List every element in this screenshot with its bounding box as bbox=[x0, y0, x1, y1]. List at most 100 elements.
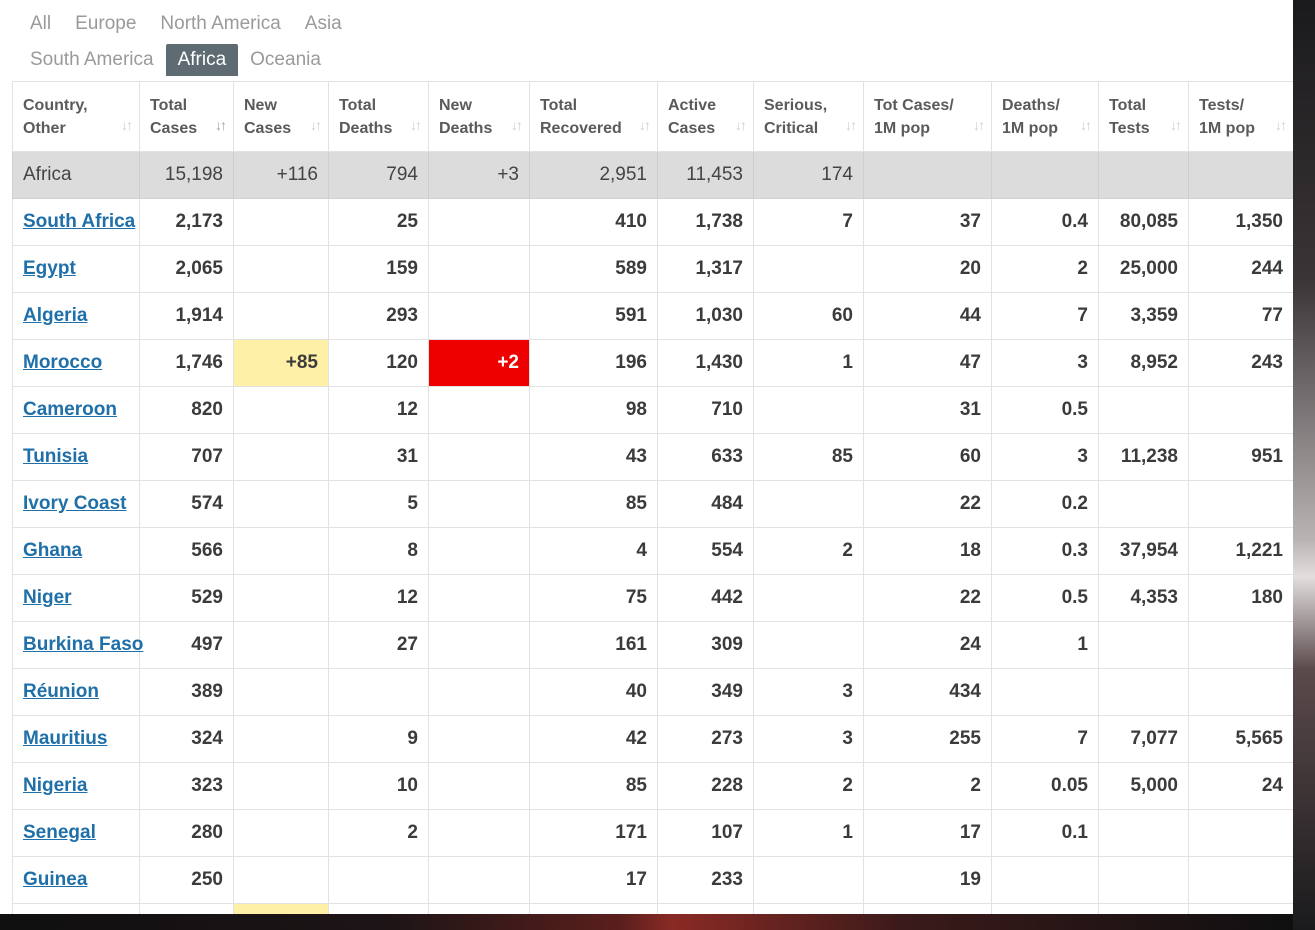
country-link[interactable]: Niger bbox=[23, 587, 72, 608]
country-link[interactable]: Ghana bbox=[23, 540, 83, 561]
sort-arrows-icon[interactable]: ↓↑ bbox=[410, 117, 422, 133]
sort-arrows-icon[interactable]: ↓↑ bbox=[215, 117, 227, 133]
sort-arrows-icon[interactable]: ↓↑ bbox=[639, 117, 651, 133]
column-header-country-other[interactable]: Country, Other ↓↑ bbox=[12, 81, 140, 152]
empty-cell bbox=[1098, 903, 1189, 914]
value-cell-total-tests bbox=[1098, 151, 1189, 199]
column-header-line-1: New bbox=[244, 96, 277, 114]
tab-north-america[interactable]: North America bbox=[160, 13, 281, 34]
country-link[interactable]: Nigeria bbox=[23, 775, 88, 796]
value-cell-tot-cases-1m-pop: 24 bbox=[863, 621, 992, 669]
value-cell-active-cases: 633 bbox=[657, 433, 754, 481]
country-link[interactable]: Ivory Coast bbox=[23, 493, 127, 514]
column-header-tot-cases-1m-pop[interactable]: Tot Cases/1M pop ↓↑ bbox=[863, 81, 992, 152]
column-header-tests-1m-pop[interactable]: Tests/1M pop ↓↑ bbox=[1188, 81, 1293, 152]
column-header-active-cases[interactable]: Active Cases ↓↑ bbox=[657, 81, 754, 152]
value-cell-total-cases: 389 bbox=[139, 668, 234, 716]
country-link[interactable]: Egypt bbox=[23, 258, 76, 279]
country-link[interactable]: Mauritius bbox=[23, 728, 108, 749]
sort-arrows-icon[interactable]: ↓↑ bbox=[511, 117, 523, 133]
country-link[interactable]: Morocco bbox=[23, 352, 103, 373]
column-header-serious-critical[interactable]: Serious, Critical ↓↑ bbox=[753, 81, 864, 152]
column-header-new-deaths[interactable]: New Deaths ↓↑ bbox=[428, 81, 530, 152]
column-header-line-1: Country, bbox=[23, 96, 88, 114]
value-cell-active-cases: 484 bbox=[657, 480, 754, 528]
column-header-label: Tests/1M pop bbox=[1199, 94, 1283, 140]
value-cell-tests-1m-pop: 951 bbox=[1188, 433, 1293, 481]
country-link[interactable]: Tunisia bbox=[23, 446, 89, 467]
value-cell-new-deaths bbox=[428, 809, 530, 857]
tab-asia[interactable]: Asia bbox=[304, 13, 342, 34]
column-header-total-tests[interactable]: Total Tests ↓↑ bbox=[1098, 81, 1189, 152]
table-row: South Africa 2,173 25 410 1,738 7 37 0.4 80,085 1… bbox=[12, 198, 1293, 246]
value-cell-new-deaths bbox=[428, 762, 530, 810]
tab-africa[interactable]: Africa bbox=[165, 44, 239, 76]
value-cell-total-tests: 8,952 bbox=[1098, 339, 1189, 387]
country-link[interactable]: Burkina Faso bbox=[23, 634, 144, 655]
value-cell-total-cases: 15,198 bbox=[139, 151, 234, 199]
table-row: Ivory Coast 574 5 85 484 22 0.2 bbox=[12, 480, 1293, 528]
empty-cell bbox=[328, 903, 429, 914]
tab-south-america[interactable]: South America bbox=[30, 49, 154, 70]
value-cell-new-deaths bbox=[428, 245, 530, 293]
value-cell-serious-critical bbox=[753, 386, 864, 434]
empty-cell bbox=[1188, 903, 1293, 914]
country-link[interactable]: Guinea bbox=[23, 869, 88, 890]
country-cell: Morocco bbox=[12, 339, 140, 387]
column-header-new-cases[interactable]: New Cases ↓↑ bbox=[233, 81, 329, 152]
value-cell-total-cases: 323 bbox=[139, 762, 234, 810]
value-cell-new-cases: +85 bbox=[233, 339, 329, 387]
sort-arrows-icon[interactable]: ↓↑ bbox=[735, 117, 747, 133]
sort-arrows-icon[interactable]: ↓↑ bbox=[310, 117, 322, 133]
value-cell-total-cases: 707 bbox=[139, 433, 234, 481]
value-cell-new-cases: +116 bbox=[233, 151, 329, 199]
country-link[interactable]: South Africa bbox=[23, 211, 136, 232]
value-cell-deaths-1m-pop: 0.3 bbox=[991, 527, 1099, 575]
value-cell-total-deaths bbox=[328, 668, 429, 716]
value-cell-tot-cases-1m-pop: 37 bbox=[863, 198, 992, 246]
column-header-total-cases[interactable]: Total Cases ↓↑ bbox=[139, 81, 234, 152]
value-cell-new-cases bbox=[233, 621, 329, 669]
sort-arrows-icon[interactable]: ↓↑ bbox=[845, 117, 857, 133]
value-cell-total-recovered: 40 bbox=[529, 668, 658, 716]
column-header-total-deaths[interactable]: Total Deaths ↓↑ bbox=[328, 81, 429, 152]
tab-all[interactable]: All bbox=[30, 13, 52, 34]
country-link[interactable]: Algeria bbox=[23, 305, 88, 326]
value-cell-total-deaths: 12 bbox=[328, 574, 429, 622]
country-cell: Algeria bbox=[12, 292, 140, 340]
empty-cell bbox=[529, 903, 658, 914]
covid-table: Country, Other ↓↑ Total Cases ↓↑ New Cases ↓↑ Tot… bbox=[12, 81, 1293, 914]
sort-arrows-icon[interactable]: ↓↑ bbox=[121, 117, 133, 133]
value-cell-new-cases bbox=[233, 433, 329, 481]
column-header-line-2: Deaths bbox=[439, 119, 493, 137]
tab-oceania[interactable]: Oceania bbox=[250, 49, 321, 70]
screen-edge bbox=[1293, 0, 1315, 930]
value-cell-total-recovered: 4 bbox=[529, 527, 658, 575]
value-cell-deaths-1m-pop: 3 bbox=[991, 339, 1099, 387]
sort-arrows-icon[interactable]: ↓↑ bbox=[973, 117, 985, 133]
empty-cell bbox=[12, 903, 140, 914]
value-cell-deaths-1m-pop: 0.2 bbox=[991, 480, 1099, 528]
value-cell-total-recovered: 43 bbox=[529, 433, 658, 481]
column-header-deaths-1m-pop[interactable]: Deaths/1M pop ↓↑ bbox=[991, 81, 1099, 152]
sort-arrows-icon[interactable]: ↓↑ bbox=[1275, 117, 1287, 133]
country-link[interactable]: Réunion bbox=[23, 681, 99, 702]
country-link[interactable]: Senegal bbox=[23, 822, 96, 843]
sort-arrows-icon[interactable]: ↓↑ bbox=[1170, 117, 1182, 133]
column-header-line-2: 1M pop bbox=[874, 119, 930, 137]
country-cell: Ghana bbox=[12, 527, 140, 575]
column-header-line-2: Critical bbox=[764, 119, 819, 137]
value-cell-tot-cases-1m-pop bbox=[863, 151, 992, 199]
country-link[interactable]: Cameroon bbox=[23, 399, 117, 420]
value-cell-new-cases bbox=[233, 292, 329, 340]
country-cell: Egypt bbox=[12, 245, 140, 293]
tab-europe[interactable]: Europe bbox=[75, 13, 137, 34]
sort-arrows-icon[interactable]: ↓↑ bbox=[1080, 117, 1092, 133]
value-cell-new-deaths: +2 bbox=[428, 339, 530, 387]
column-header-total-recovered[interactable]: Total Recovered ↓↑ bbox=[529, 81, 658, 152]
value-cell-total-recovered: 85 bbox=[529, 480, 658, 528]
country-cell: Tunisia bbox=[12, 433, 140, 481]
column-header-label: Tot Cases/1M pop bbox=[874, 94, 981, 140]
column-header-label: Deaths/1M pop bbox=[1002, 94, 1088, 140]
table-row: Guinea 250 17 233 19 bbox=[12, 856, 1293, 904]
